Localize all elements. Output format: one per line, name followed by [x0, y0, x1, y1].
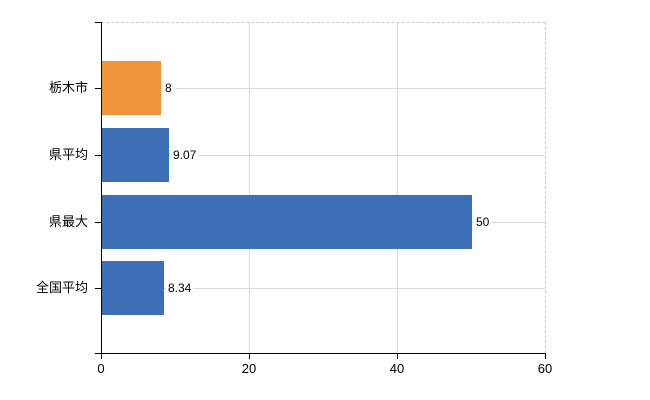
- plot-right-border: [545, 22, 546, 353]
- y-axis-bottom-tick: [95, 353, 102, 354]
- bar: [102, 261, 164, 315]
- value-label: 50: [474, 214, 492, 230]
- bar: [102, 195, 472, 249]
- x-tick-label: 60: [537, 361, 553, 376]
- bar: [102, 128, 169, 182]
- x-tick-label: 40: [389, 361, 405, 376]
- category-tick: [95, 288, 102, 289]
- value-label: 9.07: [171, 147, 199, 163]
- x-tick: [249, 353, 250, 359]
- x-axis-line: [101, 353, 546, 354]
- y-axis-line: [101, 22, 102, 354]
- x-tick: [101, 353, 102, 359]
- x-tick-label: 20: [241, 361, 257, 376]
- category-gridline: [101, 155, 545, 156]
- x-tick: [545, 353, 546, 359]
- x-tick: [397, 353, 398, 359]
- category-label: 県平均: [48, 147, 88, 162]
- category-tick: [95, 222, 102, 223]
- x-gridline: [397, 22, 398, 353]
- category-label: 県最大: [48, 214, 88, 229]
- value-label: 8.34: [166, 280, 194, 296]
- bar: [102, 61, 161, 115]
- value-label: 8: [163, 80, 174, 96]
- category-gridline: [101, 88, 545, 89]
- category-label: 全国平均: [35, 280, 88, 295]
- category-tick: [95, 88, 102, 89]
- x-tick-label: 0: [97, 361, 105, 376]
- plot-top-border: [101, 22, 545, 23]
- category-tick: [95, 155, 102, 156]
- category-label: 栃木市: [48, 80, 88, 95]
- x-gridline: [249, 22, 250, 353]
- category-gridline: [101, 288, 545, 289]
- y-axis-top-tick: [95, 22, 102, 23]
